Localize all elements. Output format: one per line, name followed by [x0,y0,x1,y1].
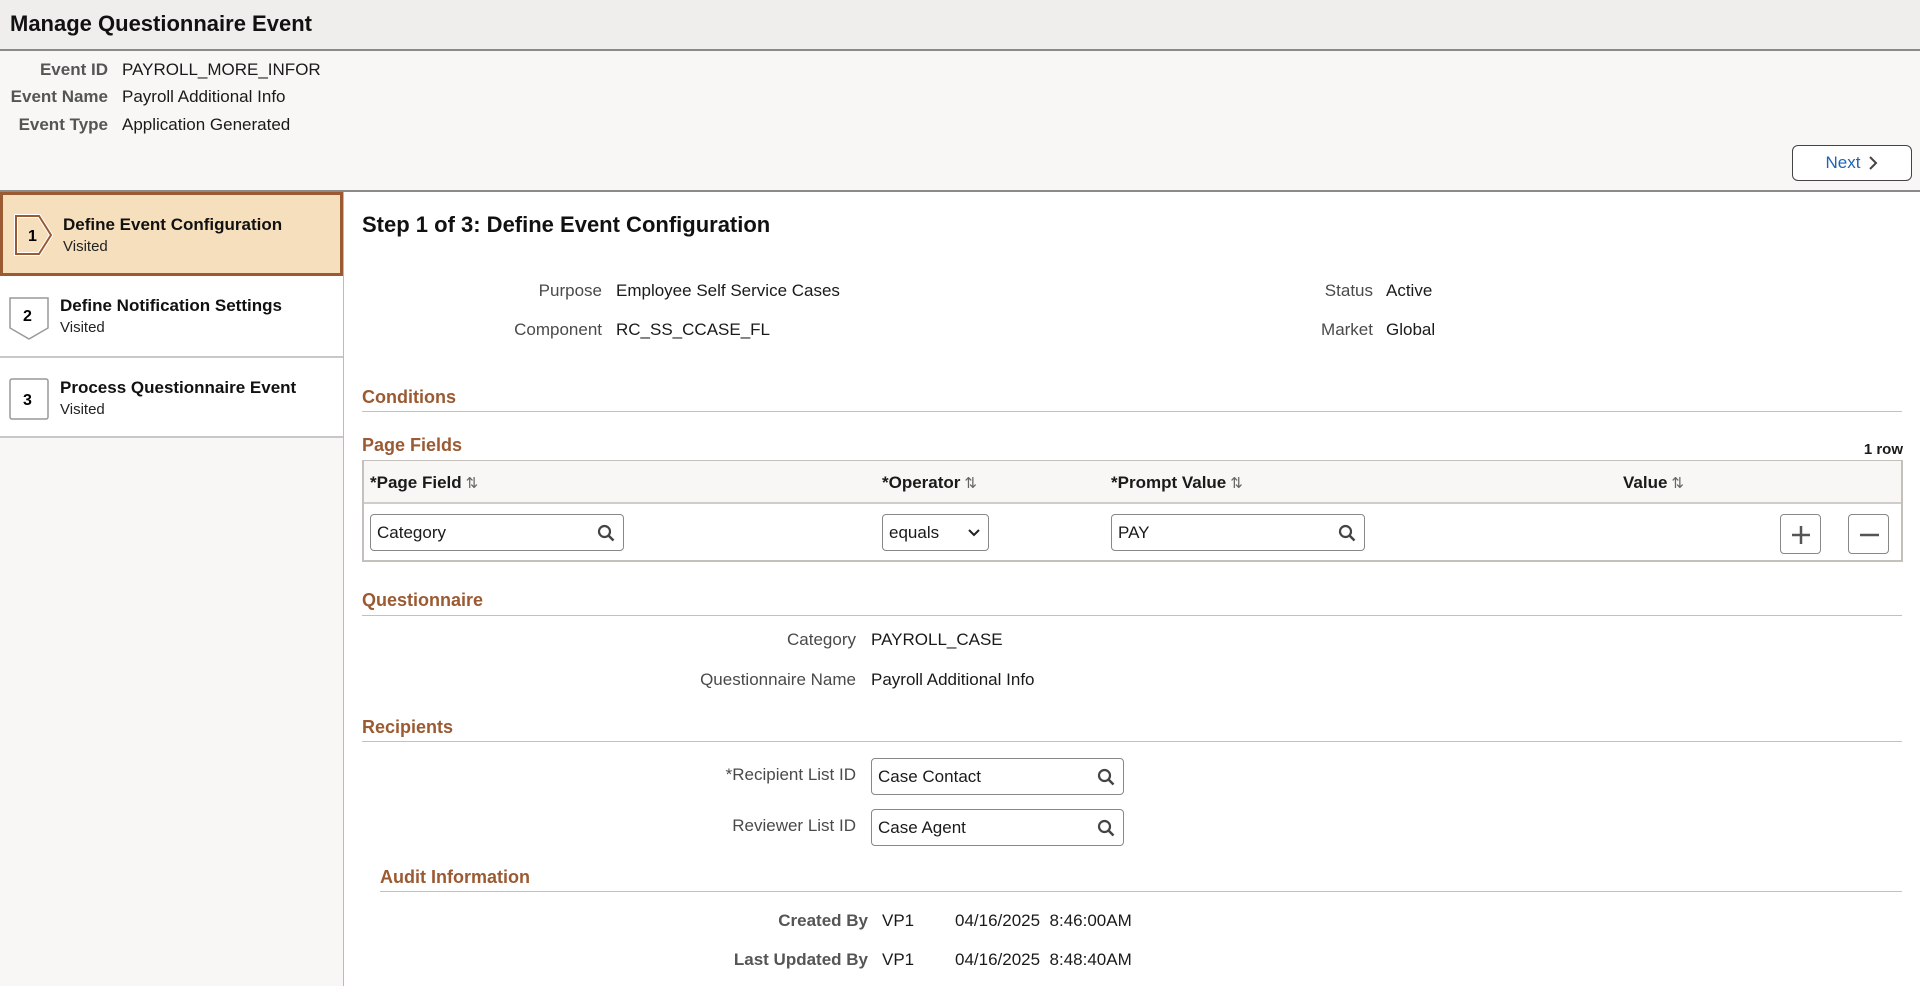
divider [362,615,1902,616]
page-title: Manage Questionnaire Event [10,11,312,36]
step-navigation: 1 Define Event Configuration Visited 2 D… [0,192,344,986]
divider [380,891,1902,892]
step-heading: Step 1 of 3: Define Event Configuration [362,212,771,237]
column-header-value[interactable]: Value ⇅ [1623,473,1684,492]
page-field-input[interactable]: Category [370,514,624,551]
row-count: 1 row [1863,441,1903,458]
recipient-list-input[interactable]: Case Contact [871,758,1124,795]
created-datetime: 04/16/2025 8:46:00AM [955,911,1132,930]
plus-icon [1792,526,1810,544]
search-icon[interactable] [1338,524,1356,542]
search-icon[interactable] [597,524,615,542]
svg-text:1: 1 [28,228,37,245]
add-row-button[interactable] [1780,514,1821,554]
page-fields-heading: Page Fields [362,435,463,455]
audit-heading: Audit Information [380,867,530,887]
component-value: RC_SS_CCASE_FL [616,320,771,339]
next-label: Next [1825,153,1861,172]
step-status: Visited [63,238,108,255]
reviewer-list-label: Reviewer List ID [732,816,856,835]
operator-select[interactable]: equals [882,514,989,551]
category-value: PAYROLL_CASE [871,630,1003,649]
minus-icon [1860,533,1879,537]
divider [362,411,1902,412]
search-icon[interactable] [1097,819,1115,837]
chevron-right-icon [1869,156,1878,170]
recipients-heading: Recipients [362,717,454,737]
column-header-prompt-value[interactable]: *Prompt Value ⇅ [1111,473,1243,492]
recipient-list-label: *Recipient List ID [725,765,856,784]
title-bar [0,0,1920,51]
market-value: Global [1386,320,1436,339]
step-item-define-event-configuration[interactable]: 1 Define Event Configuration Visited [0,192,343,276]
column-header-operator[interactable]: *Operator ⇅ [882,473,977,492]
purpose-value: Employee Self Service Cases [616,281,840,300]
reviewer-list-input[interactable]: Case Agent [871,809,1124,846]
grid-header: *Page Field ⇅ *Operator ⇅ *Prompt Value ⇅ V… [364,461,1901,504]
event-name-value: Payroll Additional Info [122,87,286,106]
event-name-label: Event Name [10,87,108,106]
step-status: Visited [60,319,105,336]
questionnaire-heading: Questionnaire [362,590,484,610]
step-1-icon: 1 [14,214,54,256]
step-item-define-notification-settings[interactable]: 2 Define Notification Settings Visited [0,276,343,358]
purpose-label: Purpose [538,281,602,300]
status-value: Active [1386,281,1433,300]
prompt-value-input[interactable]: PAY [1111,514,1365,551]
svg-text:3: 3 [23,392,32,409]
next-button[interactable]: Next [1792,145,1912,181]
step-title: Define Notification Settings [60,296,282,315]
search-icon[interactable] [1097,768,1115,786]
questionnaire-name-label: Questionnaire Name [700,670,856,689]
sort-icon: ⇅ [1230,475,1243,492]
step-title: Process Questionnaire Event [60,378,297,397]
event-id-label: Event ID [39,60,108,79]
last-updated-user: VP1 [882,950,915,969]
conditions-heading: Conditions [362,387,456,407]
questionnaire-name-value: Payroll Additional Info [871,670,1035,689]
status-label: Status [1324,281,1373,300]
sort-icon: ⇅ [964,475,977,492]
chevron-down-icon [968,529,980,537]
event-id-value: PAYROLL_MORE_INFOR [122,60,321,79]
category-label: Category [787,630,856,649]
created-by-user: VP1 [882,911,915,930]
svg-text:2: 2 [23,308,32,325]
event-type-value: Application Generated [122,115,291,134]
event-type-label: Event Type [18,115,108,134]
divider [362,741,1902,742]
step-title: Define Event Configuration [63,215,283,234]
sort-icon: ⇅ [1671,475,1684,492]
column-header-page-field[interactable]: *Page Field ⇅ [370,473,479,492]
step-status: Visited [60,401,105,418]
market-label: Market [1321,320,1373,339]
created-by-label: Created By [778,911,868,930]
last-updated-datetime: 04/16/2025 8:48:40AM [955,950,1132,969]
last-updated-label: Last Updated By [733,950,868,969]
step-item-process-questionnaire-event[interactable]: 3 Process Questionnaire Event Visited [0,358,343,438]
component-label: Component [514,320,602,339]
sort-icon: ⇅ [465,475,479,492]
delete-row-button[interactable] [1848,514,1889,554]
event-header [0,51,1920,192]
step-2-icon: 2 [9,297,49,340]
page-fields-grid: *Page Field ⇅ *Operator ⇅ *Prompt Value ⇅ V… [362,460,1903,562]
step-3-icon: 3 [9,378,49,420]
